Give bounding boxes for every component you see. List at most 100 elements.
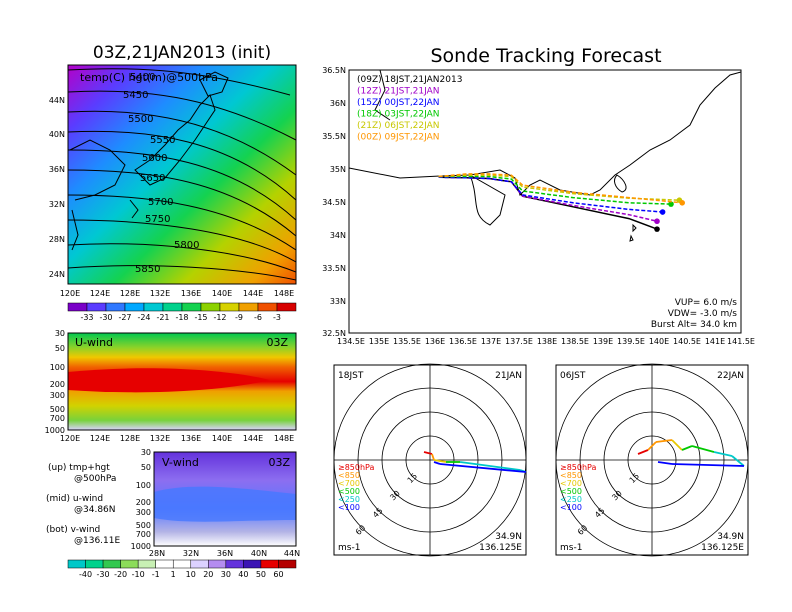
contour-labels: 5450 5500 5550 5600 5650 5700 5750 5800 …	[123, 72, 199, 275]
colorbar-label: -6	[254, 313, 262, 322]
v-wind-title: V-wind	[162, 456, 199, 469]
lon-tick: 148E	[274, 434, 294, 443]
pressure-legend-entry: <700	[560, 479, 582, 488]
colorbar-label: -40	[79, 570, 92, 579]
colorbar-swatch	[190, 559, 209, 569]
p-tick: 30	[55, 329, 65, 338]
v-wind-blue-core	[154, 486, 296, 522]
colorbar-swatch	[276, 302, 297, 312]
colorbar-label: 50	[256, 570, 266, 579]
lon-tick: 124E	[90, 434, 110, 443]
lat-tick: 44N	[284, 549, 300, 558]
hodograph-unit: ms-1	[560, 543, 582, 553]
lon-tick: 141E	[705, 337, 725, 346]
contour-label: 5600	[142, 153, 167, 164]
lon-tick: 141.5E	[727, 337, 755, 346]
temp-map-panel: temp(C) hgt(m)@500hPa 5450 5500 5550 560…	[49, 64, 297, 298]
track-line	[438, 173, 683, 204]
lat-tick: 36N	[330, 99, 346, 108]
lon-tick: 140E	[649, 337, 669, 346]
hodograph-segment	[657, 461, 673, 465]
hodograph-segment	[459, 461, 491, 467]
p-tick: 500	[136, 521, 151, 530]
lon-tick: 132E	[150, 434, 170, 443]
colorbar-swatch	[85, 559, 104, 569]
contour-label: 5850	[135, 264, 160, 275]
lon-tick: 124E	[90, 289, 110, 298]
panel-notes: (up) tmp+hgt @500hPa (mid) u-wind @34.86…	[46, 463, 120, 546]
lon-tick: 134.5E	[337, 337, 365, 346]
pressure-legend-entry: <100	[338, 503, 360, 512]
lon-tick: 139E	[593, 337, 613, 346]
landing-point	[654, 218, 660, 225]
contour-label: 5700	[148, 197, 173, 208]
hodograph-segment	[671, 439, 683, 451]
p-tick: 200	[136, 498, 151, 507]
hodograph-time: 06JST	[560, 371, 586, 381]
wind-colorbar	[67, 559, 297, 569]
lon-tick: 148E	[274, 289, 294, 298]
contour-label: 5500	[128, 114, 153, 125]
hodograph-unit: ms-1	[338, 543, 360, 553]
hodograph-segment	[681, 445, 693, 451]
colorbar-swatch	[238, 302, 259, 312]
contour-label: 5750	[145, 214, 170, 225]
p-tick: 300	[136, 508, 151, 517]
track-params: VUP= 6.0 m/s VDW= -3.0 m/s Burst Alt= 34…	[651, 298, 737, 330]
lat-tick: 36N	[217, 549, 233, 558]
note-bot-line2: @136.11E	[74, 536, 120, 546]
colorbar-label: -24	[137, 313, 150, 322]
note-mid-line2: @34.86N	[74, 505, 116, 515]
colorbar-swatch	[124, 302, 145, 312]
lon-tick: 144E	[243, 289, 263, 298]
lon-tick: 128E	[120, 289, 140, 298]
burst-text: Burst Alt= 34.0 km	[651, 320, 737, 330]
colorbar-swatch	[67, 302, 88, 312]
pressure-legend-entry: <250	[338, 495, 360, 504]
colorbar-label: -3	[273, 313, 281, 322]
p-tick: 700	[136, 530, 151, 539]
p-tick: 100	[136, 481, 151, 490]
lon-tick: 135.5E	[393, 337, 421, 346]
pressure-legend-entry: <700	[338, 479, 360, 488]
colorbar-swatch	[219, 302, 240, 312]
contour-label: 5400	[130, 72, 155, 83]
lat-tick: 28N	[149, 549, 165, 558]
map-frame	[67, 64, 297, 285]
temp-field	[68, 65, 296, 284]
u-wind-frame	[67, 332, 297, 431]
colorbar-swatch	[172, 559, 192, 569]
hodograph-segment	[433, 461, 441, 465]
colorbar-swatch	[257, 302, 278, 312]
track-lines	[438, 173, 685, 232]
hodograph-segment	[489, 465, 521, 471]
p-tick: 200	[50, 380, 65, 389]
lon-tick: 136E	[425, 337, 445, 346]
colorbar-swatch	[208, 559, 227, 569]
landing-point	[679, 200, 685, 206]
p-tick: 500	[50, 405, 65, 414]
colorbar-swatch	[162, 302, 183, 312]
lon-tick: 140E	[212, 434, 232, 443]
track-line	[438, 174, 680, 201]
hodograph-date: 22JAN	[717, 371, 744, 381]
landing-point	[654, 226, 660, 232]
lon-tick: 132E	[150, 289, 170, 298]
v-wind-panel: V-wind 03Z 30 50 100 200 300 500 700 100…	[131, 448, 300, 558]
colorbar-label: 30	[221, 570, 231, 579]
temp-colorbar-labels: -33 -30 -27 -24 -21 -18 -15 -12 -9 -6 -3	[80, 313, 281, 322]
lon-tick: 140.5E	[673, 337, 701, 346]
p-tick: 1000	[45, 426, 65, 435]
hodograph-segment	[671, 463, 745, 467]
note-bot-line1: (bot) v-wind	[46, 525, 100, 535]
colorbar-label: -33	[80, 313, 93, 322]
init-title: 03Z,21JAN2013 (init)	[93, 43, 271, 63]
lat-tick: 35.5N	[322, 132, 346, 141]
lon-tick: 120E	[60, 289, 80, 298]
colorbar-swatch	[137, 559, 156, 569]
colorbar-swatch	[200, 302, 221, 312]
track-legend: (09Z) 18JST,21JAN2013(12Z) 21JST,21JAN(1…	[357, 75, 462, 143]
lat-tick: 34N	[330, 231, 346, 240]
